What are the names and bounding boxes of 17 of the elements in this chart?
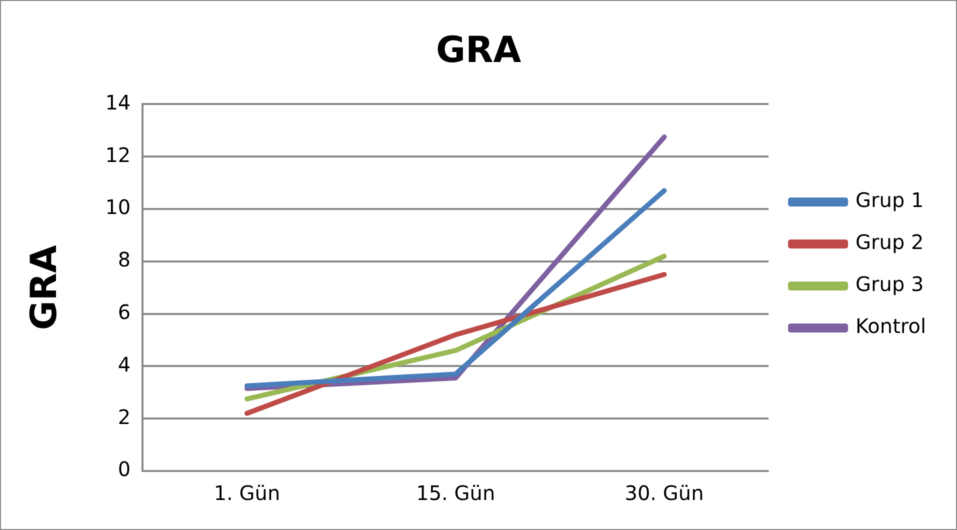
legend-label: Grup 1: [856, 188, 924, 212]
y-tick-label: 12: [105, 142, 131, 167]
x-tick-label: 30. Gün: [624, 481, 704, 506]
y-tick-label: 10: [105, 195, 131, 220]
legend-label: Kontrol: [856, 314, 926, 338]
y-tick-label: 2: [118, 404, 131, 429]
legend-label: Grup 2: [856, 230, 924, 254]
y-tick-label: 14: [105, 90, 131, 114]
chart-title: GRA: [436, 30, 522, 71]
x-tick-label: 15. Gün: [416, 481, 496, 506]
legend-label: Grup 3: [856, 272, 924, 296]
y-tick-label: 6: [118, 300, 131, 324]
y-tick-label: 0: [118, 457, 131, 482]
y-axis-title: GRA: [24, 244, 65, 330]
x-tick-label: 1. Gün: [214, 481, 280, 506]
y-tick-label: 8: [118, 248, 131, 272]
y-tick-label: 4: [118, 352, 131, 376]
